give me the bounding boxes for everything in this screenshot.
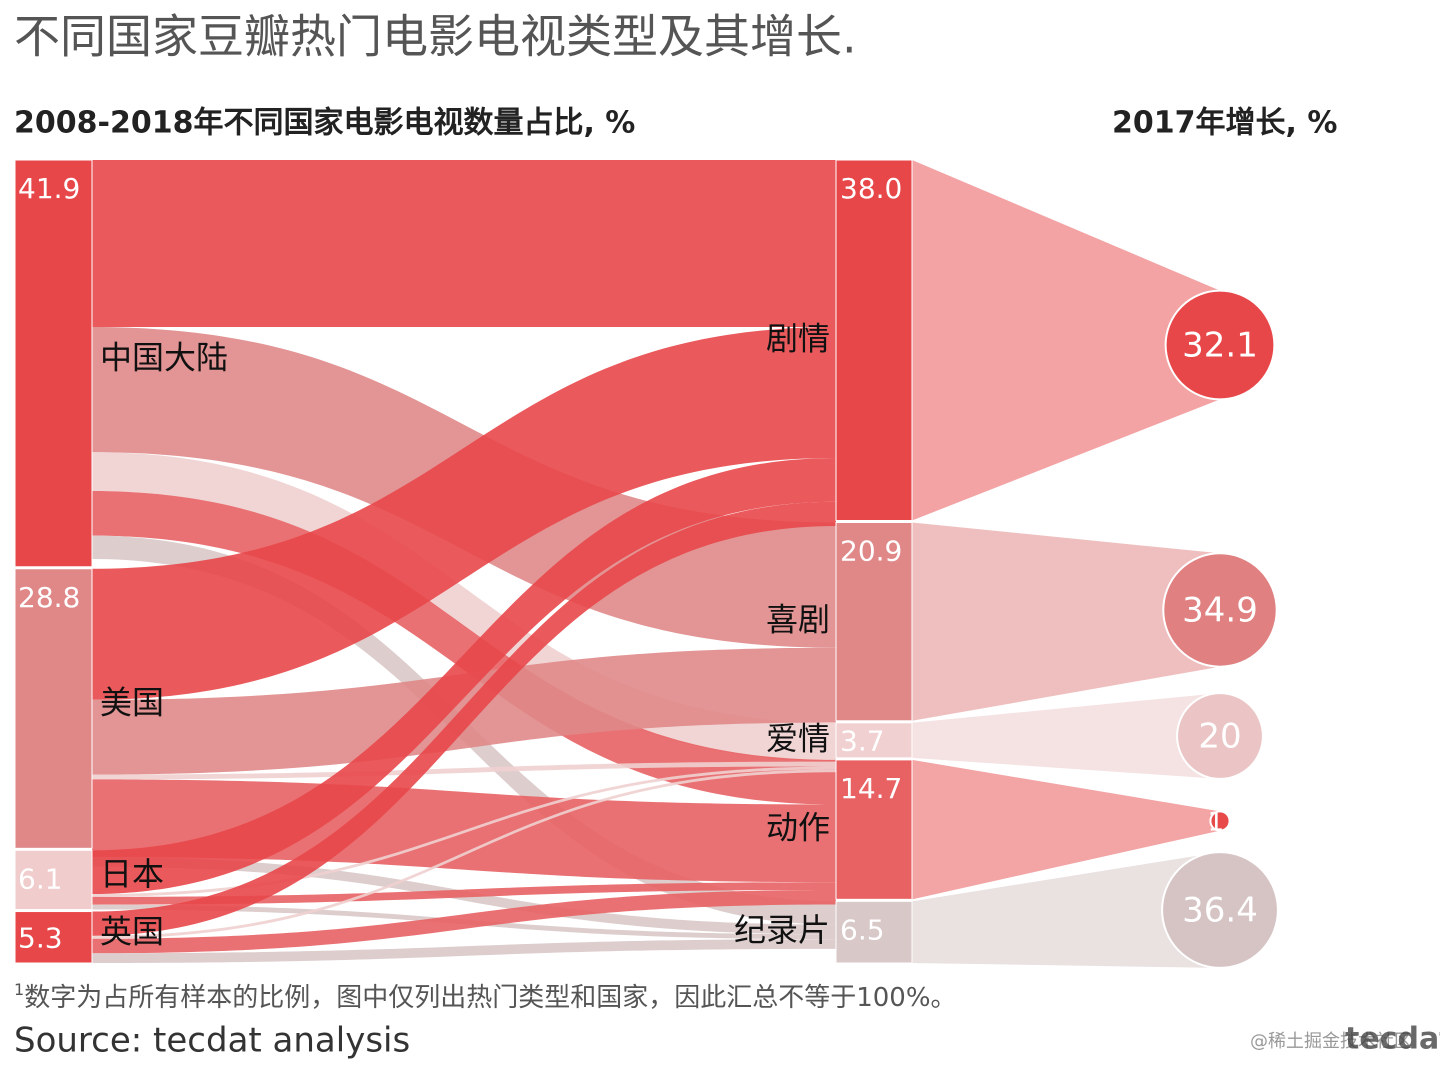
growth-fan	[912, 852, 1220, 968]
target-value-label: 6.5	[840, 913, 885, 946]
source-node	[14, 568, 93, 849]
link	[92, 761, 836, 780]
growth-circle	[1164, 289, 1276, 401]
target-label: 爱情	[766, 719, 830, 757]
nodes: 41.9 中国大陆 28.8 美国 6.1 日本 5.3 英国 38.0 剧情 32.1 20.9 喜剧…	[14, 159, 1279, 969]
source-label: 英国	[100, 912, 164, 950]
links	[92, 160, 836, 963]
link	[92, 326, 836, 700]
growth-label: 20	[1198, 717, 1241, 757]
link	[92, 160, 836, 327]
source-label: 美国	[100, 684, 164, 722]
growth-label: 34.9	[1182, 591, 1258, 631]
link	[92, 939, 836, 963]
source-node	[14, 849, 93, 911]
link	[92, 882, 836, 905]
growth-label: 1.	[1208, 808, 1233, 838]
growth-label: 32.1	[1182, 326, 1258, 366]
growth-circle	[1161, 851, 1279, 969]
growth-fan	[912, 522, 1220, 721]
growth-fan	[912, 759, 1220, 900]
growth-circle	[1209, 810, 1231, 832]
target-label: 剧情	[766, 319, 830, 357]
link	[92, 501, 836, 936]
source-value-label: 5.3	[18, 921, 63, 954]
growth-fan	[912, 693, 1220, 779]
target-value-label: 38.0	[840, 172, 902, 205]
chart-title: 不同国家豆瓣热门电影电视类型及其增长.	[14, 10, 857, 64]
target-value-label: 14.7	[840, 772, 902, 805]
growth-fan	[912, 160, 1220, 521]
footnote-marker: 1	[14, 980, 24, 999]
growth-title: 2017年增长, %	[1112, 106, 1337, 141]
growth-circle	[1176, 692, 1264, 780]
target-node	[835, 159, 913, 522]
source-value-label: 41.9	[18, 172, 80, 205]
target-label: 纪录片	[734, 911, 830, 949]
footnote: 1数字为占所有样本的比例，图中仅列出热门类型和国家，因此汇总不等于100%。	[14, 980, 957, 1013]
source-label: 中国大陆	[100, 338, 228, 376]
source-label: 日本	[100, 855, 164, 893]
growth-label: 36.4	[1182, 891, 1258, 931]
target-value-label: 3.7	[840, 724, 885, 757]
source-value-label: 28.8	[18, 581, 80, 614]
link	[92, 452, 836, 762]
link	[92, 889, 836, 954]
target-label: 动作	[766, 809, 830, 847]
source-node	[14, 159, 93, 568]
growth-circle	[1162, 552, 1278, 668]
watermark: @稀土掘金技术社区	[1250, 1031, 1412, 1052]
target-node	[835, 522, 913, 722]
target-node	[835, 722, 913, 759]
logo: tecdat	[1345, 1022, 1440, 1057]
link	[92, 769, 836, 939]
target-node	[835, 900, 913, 964]
link	[92, 458, 836, 895]
footnote-text: 数字为占所有样本的比例，图中仅列出热门类型和国家，因此汇总不等于100%。	[24, 983, 956, 1013]
target-value-label: 20.9	[840, 535, 902, 568]
link	[92, 491, 836, 805]
link	[92, 766, 836, 897]
subtitle: 2008-2018年不同国家电影电视数量占比, %	[14, 106, 635, 141]
target-node	[835, 759, 913, 900]
source-node	[14, 911, 93, 964]
source-value-label: 6.1	[18, 862, 63, 895]
target-label: 喜剧	[766, 601, 830, 639]
source-note: Source: tecdat analysis	[14, 1021, 410, 1061]
